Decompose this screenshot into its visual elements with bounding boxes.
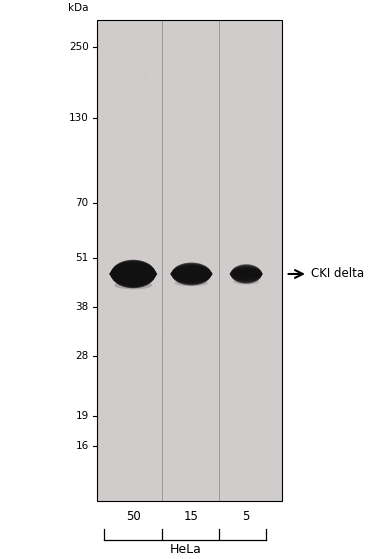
Ellipse shape [109,270,157,278]
Ellipse shape [171,265,211,283]
Ellipse shape [229,272,263,276]
Ellipse shape [110,264,156,284]
Ellipse shape [110,267,157,281]
Ellipse shape [171,264,211,284]
Text: kDa: kDa [68,3,89,13]
Text: HeLa: HeLa [169,543,201,556]
Text: CKI delta: CKI delta [311,267,364,281]
Ellipse shape [230,268,262,281]
Ellipse shape [170,271,213,277]
Text: 38: 38 [75,302,89,312]
Ellipse shape [171,267,212,281]
Ellipse shape [230,269,263,279]
Ellipse shape [230,266,262,282]
Ellipse shape [231,264,262,284]
Ellipse shape [109,268,157,280]
Ellipse shape [110,265,156,283]
Ellipse shape [231,265,262,283]
Text: 19: 19 [75,411,89,421]
Text: 5: 5 [243,510,250,523]
Text: 28: 28 [75,351,89,361]
Ellipse shape [170,270,213,278]
Ellipse shape [109,273,158,275]
Ellipse shape [171,268,212,280]
Ellipse shape [110,266,157,282]
Ellipse shape [170,272,213,276]
Ellipse shape [109,272,158,276]
Text: 50: 50 [126,510,141,523]
Ellipse shape [170,271,213,277]
Ellipse shape [111,260,156,287]
Ellipse shape [230,271,263,278]
Ellipse shape [111,260,155,288]
Ellipse shape [114,281,152,290]
Ellipse shape [230,271,263,277]
Ellipse shape [230,268,262,280]
Bar [97,20,282,501]
Ellipse shape [230,269,263,278]
Ellipse shape [171,263,211,285]
Text: 70: 70 [76,198,89,208]
Ellipse shape [171,269,212,279]
Ellipse shape [171,266,212,282]
Ellipse shape [111,262,156,286]
Text: 16: 16 [75,441,89,451]
Ellipse shape [233,279,259,285]
Ellipse shape [111,263,156,285]
Text: 51: 51 [75,253,89,263]
Text: 250: 250 [69,42,89,53]
Ellipse shape [171,267,212,281]
Text: 15: 15 [184,510,199,523]
Ellipse shape [109,271,157,277]
Ellipse shape [175,280,208,286]
Ellipse shape [230,267,262,281]
Text: 130: 130 [69,113,89,124]
Ellipse shape [170,273,213,275]
Ellipse shape [230,266,262,282]
Ellipse shape [229,272,263,276]
Ellipse shape [172,263,211,286]
Ellipse shape [109,269,157,280]
